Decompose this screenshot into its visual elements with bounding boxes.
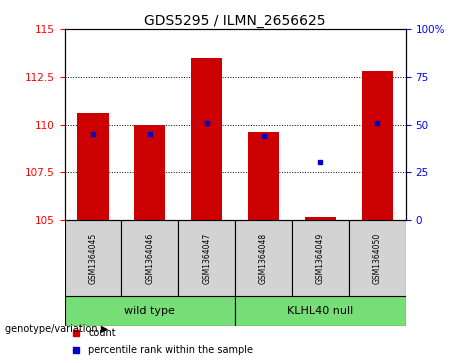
Text: GSM1364047: GSM1364047 [202,233,211,284]
Bar [178,220,235,296]
Text: GSM1364045: GSM1364045 [89,233,97,284]
Bar [121,220,178,296]
Bar [292,220,349,296]
Text: GSM1364048: GSM1364048 [259,233,268,284]
Bar [65,220,121,296]
Bar [191,58,222,220]
Bar [134,125,165,220]
Bar [235,220,292,296]
Bar [305,217,336,220]
Text: genotype/variation ▶: genotype/variation ▶ [5,323,108,334]
Bar [349,220,406,296]
Bar [248,132,279,220]
Bar [361,71,393,220]
Text: GSM1364049: GSM1364049 [316,233,325,284]
Bar [65,296,235,326]
Bar [77,113,109,220]
Bar [235,296,406,326]
Text: GSM1364046: GSM1364046 [145,233,154,284]
Text: count: count [89,329,116,338]
Text: GSM1364050: GSM1364050 [373,233,382,284]
Text: wild type: wild type [124,306,175,316]
Title: GDS5295 / ILMN_2656625: GDS5295 / ILMN_2656625 [144,14,326,28]
Text: KLHL40 null: KLHL40 null [287,306,354,316]
Text: percentile rank within the sample: percentile rank within the sample [89,345,254,355]
